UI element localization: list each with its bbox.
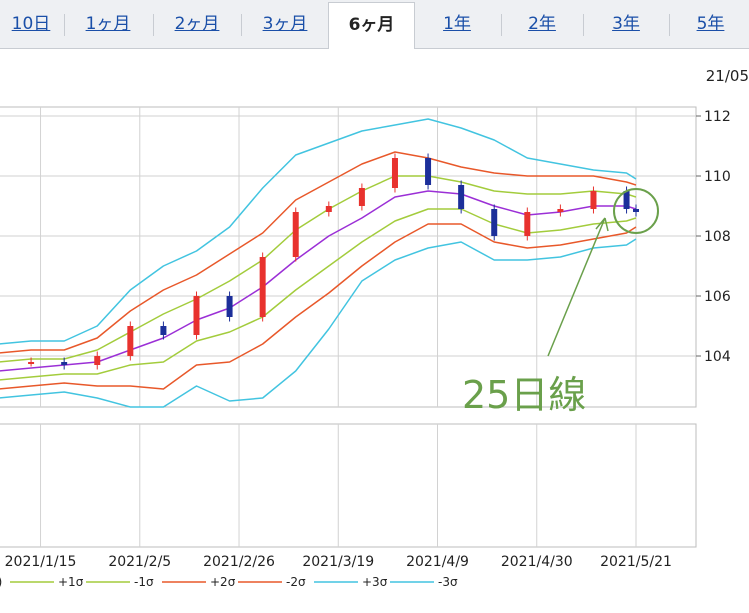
band-moving-average: [0, 190, 637, 372]
candle: [524, 207, 531, 241]
candle: [226, 291, 233, 322]
y-tick-label: 104: [704, 349, 731, 365]
tab-separator: [583, 14, 584, 36]
candle: [28, 357, 35, 367]
candle-body: [633, 209, 639, 212]
candle: [127, 321, 134, 361]
tab-2-years[interactable]: 2年: [528, 14, 556, 34]
candle-body: [557, 209, 564, 212]
ma25-annotation: 25日線: [462, 188, 659, 417]
candle: [61, 357, 68, 370]
legend-label: +2σ: [210, 575, 236, 589]
candle-body: [358, 188, 365, 206]
legend-label: 0): [0, 575, 2, 589]
band-minus-3sigma: [0, 238, 637, 408]
band-minus-1sigma: [0, 208, 637, 381]
band-plusminus-1sigma: [0, 175, 637, 363]
candle-body: [524, 212, 531, 236]
candle: [259, 252, 266, 322]
tab-separator: [64, 14, 65, 36]
tab-2-months[interactable]: 2ヶ月: [174, 14, 220, 34]
bollinger-bands: [0, 118, 637, 408]
main-plot-frame: [0, 106, 697, 408]
tab-1-year[interactable]: 1年: [443, 14, 471, 34]
grid: [0, 107, 696, 547]
x-tick-label: 2021/1/15: [5, 554, 77, 570]
tab-separator: [501, 14, 502, 36]
x-tick-label: 2021/4/30: [501, 554, 573, 570]
legend-label: -2σ: [286, 575, 306, 589]
tab-5-years[interactable]: 5年: [696, 14, 725, 34]
candle: [292, 207, 299, 262]
legend-label: -1σ: [134, 575, 154, 589]
candle: [391, 153, 398, 193]
tab-3-years[interactable]: 3年: [612, 14, 640, 34]
candle: [633, 204, 639, 217]
y-tick-label: 110: [704, 169, 731, 185]
legend-label: +3σ: [362, 575, 388, 589]
candle-body: [458, 185, 465, 209]
candle-body: [623, 191, 630, 209]
candle-body: [94, 356, 101, 365]
tab-1-month[interactable]: 1ヶ月: [85, 14, 131, 34]
candle: [458, 180, 465, 214]
candle: [425, 153, 432, 190]
candle-body: [491, 209, 498, 236]
candle: [193, 291, 200, 340]
x-tick-label: 2021/2/26: [203, 554, 275, 570]
candle-body: [259, 257, 266, 317]
x-axis: 2021/1/15 2021/2/5 2021/2/26 2021/3/19 2021/…: [5, 554, 672, 570]
y-tick-label: 112: [704, 109, 731, 125]
annotation-arrow-line: [547, 217, 606, 357]
candle: [160, 321, 167, 340]
legend: 0) +1σ -1σ +2σ -2σ +3σ -3σ: [0, 575, 458, 589]
annotation-arrow-head: [595, 217, 609, 232]
candle-body: [226, 296, 233, 317]
x-tick-label: 2021/2/5: [108, 554, 171, 570]
y-tick-label: 108: [704, 229, 731, 245]
candle-body: [391, 158, 398, 188]
sub-plot-frame: [0, 423, 697, 548]
candle: [590, 186, 597, 214]
candle-body: [292, 212, 299, 257]
band-plusminus-3sigma: [0, 118, 637, 345]
tab-10-days[interactable]: 10日: [11, 14, 51, 34]
candlesticks: [28, 153, 639, 370]
candle: [491, 204, 498, 241]
candle: [94, 351, 101, 370]
tab-3-months[interactable]: 3ヶ月: [262, 14, 308, 34]
tab-separator: [669, 14, 670, 36]
candle: [557, 204, 564, 217]
highlight-circle: [613, 188, 659, 234]
candle-body: [127, 326, 134, 356]
y-axis: 104 106 108 110 112: [696, 109, 731, 365]
annotation-label: 25日線: [462, 373, 586, 417]
candle-body: [325, 206, 332, 212]
candle: [358, 183, 365, 211]
tab-6-months[interactable]: 6ヶ月: [328, 2, 415, 49]
x-tick-label: 2021/3/19: [302, 554, 374, 570]
candle-body: [61, 362, 68, 365]
tab-separator: [153, 14, 154, 36]
legend-label: +1σ: [58, 575, 84, 589]
band-plusminus-2sigma: [0, 151, 637, 354]
tab-separator: [241, 14, 242, 36]
candle: [325, 201, 332, 217]
date-label: 21/05: [706, 67, 749, 85]
candle-body: [160, 326, 167, 335]
x-tick-label: 2021/4/9: [406, 554, 469, 570]
x-tick-label: 2021/5/21: [600, 554, 672, 570]
candle-body: [425, 158, 432, 185]
candle-body: [28, 362, 35, 364]
band-minus-2sigma: [0, 223, 637, 390]
legend-label: -3σ: [438, 575, 458, 589]
period-tab-bar: 10日 1ヶ月 2ヶ月 3ヶ月 6ヶ月 1年 2年 3年 5年: [0, 0, 749, 49]
candle-body: [193, 296, 200, 335]
candle-body: [590, 191, 597, 209]
y-tick-label: 106: [704, 289, 731, 305]
